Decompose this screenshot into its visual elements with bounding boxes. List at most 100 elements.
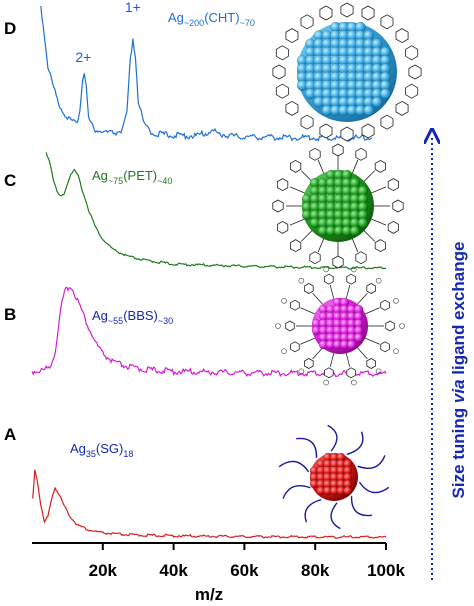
atom-sphere: [343, 486, 353, 496]
glutathione-ligand: [304, 498, 322, 523]
ligand-chain: [300, 307, 315, 315]
ring-ligand: [275, 83, 289, 99]
ring-ligand: [304, 283, 314, 294]
ring-ligand: [361, 123, 375, 139]
panel-letter-a: A: [4, 425, 16, 444]
ring-ligand: [290, 341, 300, 353]
tbutyl-group: [298, 277, 305, 284]
ligand-chain: [300, 337, 315, 345]
glutathione-ligand: [296, 437, 318, 458]
ligand-chain: [312, 347, 323, 360]
atom-sphere: [379, 88, 391, 100]
glutathione-ligand: [282, 485, 311, 499]
ring-ligand: [319, 5, 333, 21]
ligand-chain: [371, 218, 387, 226]
cluster-illustration-a: [278, 424, 390, 530]
ring-ligand: [380, 14, 394, 30]
series-a: [32, 469, 387, 539]
ligand-chain: [357, 347, 368, 360]
glutathione-ligand: [346, 431, 364, 456]
ligand-chain: [300, 170, 313, 183]
ring-ligand: [366, 283, 376, 294]
tbutyl-group: [298, 368, 305, 375]
ring-ligand: [366, 358, 376, 369]
ligand-chain: [363, 229, 376, 242]
label-series-d: Ag~200(CHT)~70: [168, 10, 255, 28]
panel-letter-b: B: [4, 305, 16, 324]
ring-ligand: [408, 64, 422, 80]
series-d: [40, 5, 373, 142]
peak-label-1plus: 1+: [125, 0, 141, 15]
ring-ligand: [340, 2, 354, 18]
tbutyl-group: [323, 266, 330, 273]
ring-ligand: [332, 143, 344, 157]
ring-ligand: [346, 273, 356, 285]
label-series-c: Ag~75(PET)~40: [92, 168, 172, 186]
glutathione-ligand: [330, 502, 341, 530]
ring-ligand: [385, 320, 395, 332]
ring-ligand: [277, 220, 289, 234]
tbutyl-group: [350, 266, 357, 273]
atom-sphere: [357, 217, 369, 229]
ring-ligand: [340, 126, 354, 142]
ring-ligand: [285, 28, 299, 44]
ring-ligand: [380, 114, 394, 130]
ring-ligand: [380, 299, 390, 311]
ligand-chain: [365, 307, 380, 315]
ring-ligand: [277, 178, 289, 192]
glutathione-ligand: [358, 481, 390, 494]
series-c-trace: [45, 152, 387, 270]
ring-ligand: [361, 5, 375, 21]
ligand-chain: [351, 237, 359, 253]
ring-ligand: [405, 45, 419, 61]
ring-ligand: [272, 199, 284, 213]
ring-ligand: [285, 320, 295, 332]
glutathione-ligand: [357, 455, 386, 469]
size-tuning-label: Size tuning via ligand exchange: [449, 242, 468, 499]
ring-ligand: [395, 28, 409, 44]
tbutyl-group: [393, 348, 399, 354]
ring-ligand: [275, 45, 289, 61]
tbutyl-group: [375, 368, 382, 375]
ligand-chain: [357, 292, 368, 305]
ring-ligand: [324, 367, 334, 379]
ligand-chain: [371, 186, 387, 194]
panel-letter-c: C: [4, 171, 16, 190]
ring-ligand: [324, 273, 334, 285]
tbutyl-group: [393, 298, 399, 304]
glutathione-ligand: [350, 496, 372, 517]
atom-sphere: [347, 340, 357, 350]
glutathione-ligand: [327, 424, 338, 452]
ring-ligand: [300, 14, 314, 30]
ligand-chain: [289, 218, 305, 226]
cluster-illustration-b: [275, 266, 405, 386]
ring-ligand: [355, 147, 367, 161]
tbutyl-group: [375, 277, 382, 284]
ring-ligand: [387, 178, 399, 192]
ring-ligand: [332, 255, 344, 269]
ring-ligand: [309, 251, 321, 265]
x-tick-label: 20k: [89, 561, 118, 580]
ring-ligand: [319, 123, 333, 139]
ring-ligand: [392, 199, 404, 213]
ligand-chain: [317, 237, 325, 253]
ligand-chain: [363, 170, 376, 183]
x-tick-label: 40k: [159, 561, 188, 580]
ring-ligand: [300, 114, 314, 130]
series-c: [45, 152, 387, 270]
ring-ligand: [309, 147, 321, 161]
ring-ligand: [387, 220, 399, 234]
series-a-trace: [32, 469, 387, 539]
atom-sphere: [371, 96, 383, 108]
ligand-chain: [312, 292, 323, 305]
peak-label-2plus: 2+: [75, 49, 91, 65]
ring-ligand: [395, 100, 409, 116]
ligand-chain: [345, 353, 351, 368]
x-tick-label: 80k: [301, 561, 330, 580]
ligand-chain: [317, 159, 325, 175]
ring-ligand: [380, 341, 390, 353]
ring-ligand: [355, 251, 367, 265]
x-axis-ticks: 20k 40k 60k 80k 100k: [89, 543, 405, 580]
ring-ligand: [405, 83, 419, 99]
ring-ligand: [374, 159, 386, 173]
